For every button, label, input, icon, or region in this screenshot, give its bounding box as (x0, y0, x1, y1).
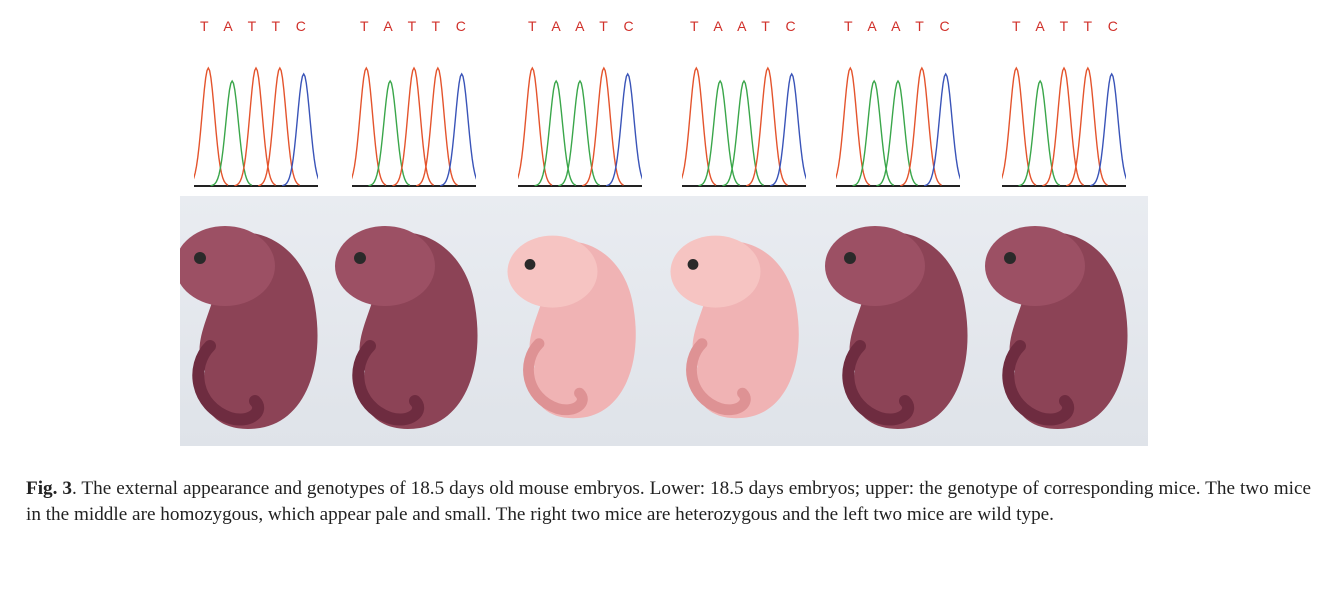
chromatogram-peak-T (1002, 66, 1037, 186)
chromatogram-peak-A (210, 79, 253, 187)
chromatogram-peak-T (194, 66, 229, 186)
embryo-head (507, 235, 598, 308)
chromatogram-peak-T (1042, 66, 1085, 187)
embryo-eye (194, 252, 206, 264)
embryo-head (670, 235, 761, 308)
chromatogram-peak-A (534, 79, 577, 187)
chromatogram-peak-C (282, 72, 318, 187)
chromatogram-peak-C (1090, 72, 1126, 187)
chromatogram-peak-T (682, 66, 717, 186)
embryo-eye (687, 259, 699, 270)
chromatogram-peak-A (876, 79, 919, 187)
embryo-eye (524, 259, 536, 270)
embryo-4 (670, 235, 799, 419)
chromatogram-4 (682, 66, 806, 187)
chromatogram-peak-T (582, 66, 624, 187)
sequence-label-1: T A T T C (200, 18, 312, 34)
chromatogram-5 (836, 66, 960, 187)
chromatogram-peak-A (698, 79, 741, 187)
sequence-label-3: T A A T C (528, 18, 640, 34)
embryo-3 (507, 235, 636, 419)
figure-caption: Fig. 3. The external appearance and geno… (26, 476, 1311, 528)
embryo-eye (844, 252, 856, 264)
embryo-6 (985, 226, 1128, 429)
chromatogram-peak-A (1018, 79, 1061, 187)
chromatogram-peak-T (234, 66, 277, 187)
sequence-label-6: T A T T C (1012, 18, 1124, 34)
chromatogram-peak-T (258, 66, 300, 187)
embryo-2 (335, 226, 478, 429)
chromatogram-peak-T (518, 66, 553, 186)
chromatogram-peak-T (746, 66, 788, 187)
embryo-head (825, 226, 925, 306)
embryo-photograph (180, 196, 1148, 446)
embryo-eye (354, 252, 366, 264)
embryo-tail (352, 340, 425, 426)
chromatogram-peak-T (836, 66, 871, 186)
sequence-label-4: T A A T C (690, 18, 802, 34)
chromatogram-peak-T (416, 66, 458, 187)
chromatogram-peak-A (558, 79, 601, 187)
embryo-tail (192, 340, 265, 426)
embryo-row (180, 226, 1128, 429)
caption-text: . The external appearance and genotypes … (26, 478, 1311, 525)
chromatogram-3 (518, 66, 642, 187)
chromatogram-2 (352, 66, 476, 187)
embryo-tail (523, 338, 588, 416)
chromatogram-peak-C (924, 72, 960, 187)
embryo-head (335, 226, 435, 306)
sequence-label-2: T A T T C (360, 18, 472, 34)
chromatogram-peak-A (368, 79, 411, 187)
figure-panel: T A T T C T A T T C T A A T C T A A T C … (180, 18, 1148, 446)
embryo-tail (842, 340, 915, 426)
chromatogram-6 (1002, 66, 1126, 187)
chromatogram-peak-A (852, 79, 895, 187)
caption-label: Fig. 3 (26, 478, 73, 499)
chromatogram-peak-C (440, 72, 476, 187)
embryo-tail (1002, 340, 1075, 426)
embryo-5 (825, 226, 968, 429)
chromatogram-peak-C (606, 72, 642, 187)
sequence-label-5: T A A T C (844, 18, 956, 34)
chromatogram-peak-T (392, 66, 435, 187)
chromatogram-peak-T (900, 66, 942, 187)
chromatogram-peak-T (352, 66, 387, 186)
chromatogram-peak-A (722, 79, 765, 187)
chromatogram-peak-C (770, 72, 806, 187)
embryo-tail (686, 338, 751, 416)
chromatogram-1 (194, 66, 318, 187)
embryo-head (180, 226, 275, 306)
embryo-1 (180, 226, 318, 429)
chromatogram-peak-T (1066, 66, 1108, 187)
embryo-head (985, 226, 1085, 306)
embryo-eye (1004, 252, 1016, 264)
